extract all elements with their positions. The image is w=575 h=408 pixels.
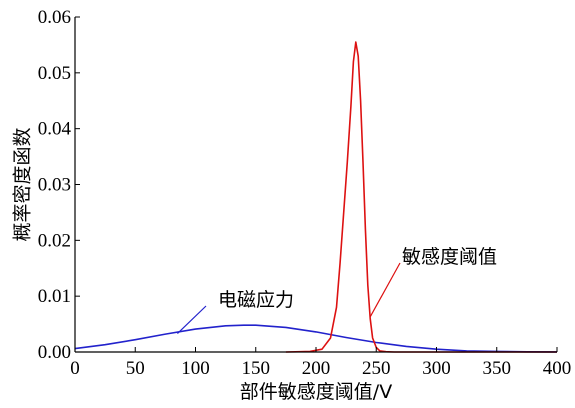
x-tick-label: 250 (362, 358, 391, 379)
series-line-1 (74, 324, 558, 353)
x-tick-label: 200 (302, 358, 331, 379)
y-axis-ticks: 0.00 0.01 0.02 0.03 0.04 0.05 0.06 (38, 7, 80, 363)
y-tick-label: 0.05 (38, 63, 71, 84)
x-axis-title: 部件敏感度阈值/V (240, 381, 392, 403)
annotation-label: 电磁应力 (218, 289, 294, 311)
y-tick-label: 0.03 (38, 175, 71, 196)
axes (74, 17, 557, 353)
y-tick-label: 0.01 (38, 286, 71, 307)
y-tick-label: 0.02 (38, 230, 71, 251)
x-tick-label: 50 (126, 358, 145, 379)
x-tick-label: 0 (70, 358, 80, 379)
plot-frame (75, 17, 557, 352)
annotation-leader (177, 305, 207, 335)
y-tick-label: 0.00 (38, 342, 71, 363)
annotation-leader (369, 262, 401, 318)
y-axis-title: 概率密度函数 (12, 127, 34, 241)
x-tick-label: 350 (483, 358, 512, 379)
x-axis-ticks: 0 50 100 150 200 250 300 350 400 (70, 347, 571, 379)
annotations: 电磁应力 敏感度阈值 (177, 246, 497, 335)
plot-area (75, 17, 557, 352)
x-tick-label: 150 (242, 358, 271, 379)
annotation-label: 敏感度阈值 (402, 246, 497, 268)
series-line-2 (285, 41, 557, 353)
x-tick-label: 300 (422, 358, 451, 379)
y-tick-label: 0.06 (38, 7, 71, 28)
curves (74, 41, 558, 353)
x-tick-label: 100 (181, 358, 210, 379)
x-tick-label: 400 (543, 358, 572, 379)
y-tick-label: 0.04 (38, 119, 72, 140)
